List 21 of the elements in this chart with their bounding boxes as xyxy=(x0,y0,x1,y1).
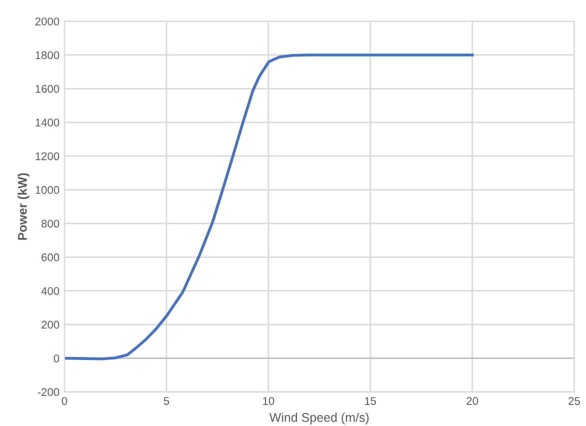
y-tick-label: 800 xyxy=(42,220,60,228)
y-tick-label: 1400 xyxy=(36,118,60,127)
y-tick-label: 0 xyxy=(54,354,60,362)
y-tick-label: 200 xyxy=(42,320,60,329)
y-tick-label: 1200 xyxy=(36,152,60,160)
x-tick-label: 15 xyxy=(365,397,376,405)
y-tick-label: 400 xyxy=(41,287,60,295)
x-tick-label: 20 xyxy=(466,397,478,405)
y-tick-label: 600 xyxy=(42,253,60,262)
x-axis-title: Wind Speed (m/s) xyxy=(269,412,369,424)
x-tick-label: 10 xyxy=(263,397,274,405)
line-series xyxy=(64,54,474,360)
y-tick-label: 1000 xyxy=(36,186,60,194)
y-tick-label: 1600 xyxy=(36,84,60,93)
y-tick-label: 2000 xyxy=(35,18,60,26)
y-axis-title: Power (kW) xyxy=(18,173,30,240)
y-tick-label: -200 xyxy=(38,388,60,396)
x-tick-label: 25 xyxy=(568,397,580,405)
x-tick-label: 0 xyxy=(62,397,68,405)
x-tick-label: 5 xyxy=(164,397,170,405)
y-tick-label: 1800 xyxy=(36,51,60,60)
